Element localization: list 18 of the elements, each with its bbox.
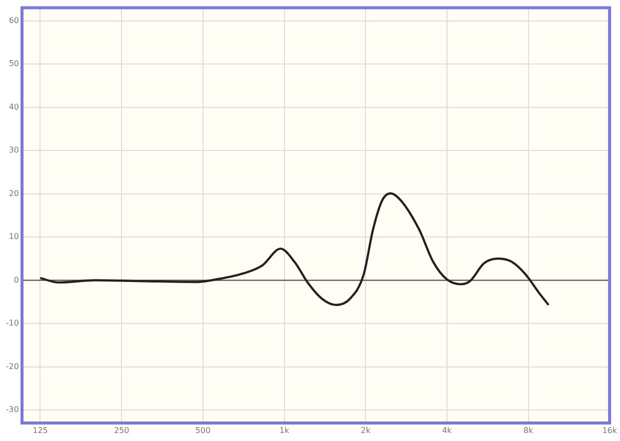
y-tick-label: 20 [8, 188, 19, 198]
y-tick-label: 60 [8, 16, 19, 25]
y-tick-label: -20 [6, 362, 19, 371]
y-tick-label: 10 [8, 232, 19, 242]
x-tick-label: 250 [114, 426, 130, 435]
x-tick-label: 1k [279, 426, 290, 435]
y-tick-label: -10 [6, 318, 19, 328]
x-tick-label: 8k [523, 426, 534, 435]
y-tick-label: -30 [6, 405, 19, 414]
x-tick-label: 125 [32, 426, 48, 435]
x-tick-label: 500 [195, 426, 211, 435]
y-tick-label: 40 [8, 102, 19, 112]
y-tick-label: 0 [14, 275, 19, 284]
y-tick-label: 30 [8, 146, 19, 155]
x-tick-label: 4k [442, 426, 452, 435]
x-tick-label: 16k [602, 426, 618, 435]
y-tick-label: 50 [8, 59, 19, 68]
x-tick-label: 2k [360, 426, 371, 435]
